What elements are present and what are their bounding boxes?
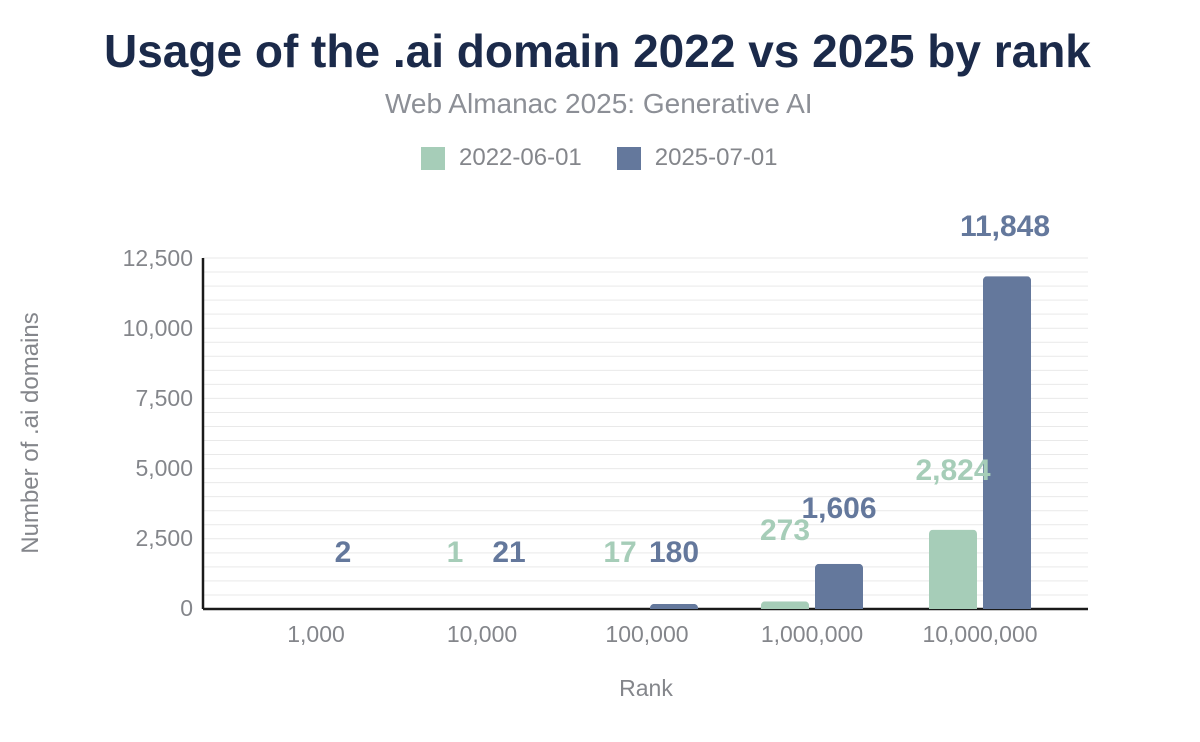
svg-text:1,000: 1,000 <box>287 621 345 647</box>
svg-text:10,000,000: 10,000,000 <box>922 621 1037 647</box>
svg-text:1,606: 1,606 <box>801 492 876 525</box>
svg-text:180: 180 <box>649 536 699 569</box>
svg-text:17: 17 <box>603 536 636 569</box>
svg-text:11,848: 11,848 <box>960 210 1050 243</box>
svg-text:100,000: 100,000 <box>605 621 688 647</box>
svg-text:10,000: 10,000 <box>447 621 517 647</box>
svg-text:1: 1 <box>447 536 464 569</box>
svg-text:1,000,000: 1,000,000 <box>761 621 863 647</box>
svg-text:2: 2 <box>335 536 352 569</box>
svg-text:21: 21 <box>492 536 525 569</box>
svg-text:7,500: 7,500 <box>135 385 193 411</box>
svg-text:Rank: Rank <box>619 675 673 701</box>
svg-text:2,500: 2,500 <box>135 525 193 551</box>
svg-text:10,000: 10,000 <box>123 315 193 341</box>
svg-text:0: 0 <box>180 595 193 621</box>
svg-text:Number of .ai domains: Number of .ai domains <box>17 312 44 553</box>
svg-text:12,500: 12,500 <box>123 245 193 271</box>
svg-text:2,824: 2,824 <box>915 454 990 487</box>
svg-text:5,000: 5,000 <box>135 455 193 481</box>
